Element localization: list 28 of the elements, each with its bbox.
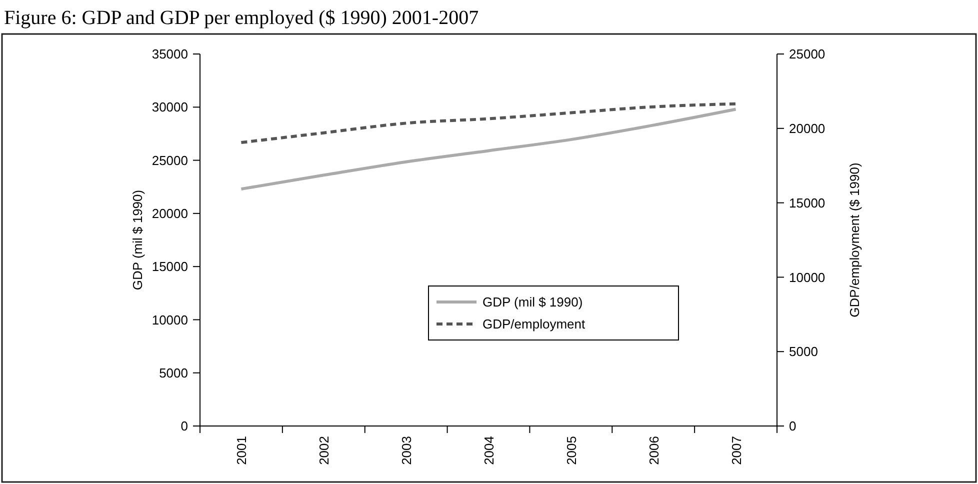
x-tick-label: 2002 <box>316 436 332 465</box>
x-tick-label: 2004 <box>482 436 496 465</box>
y-tick-label: 35000 <box>152 46 188 62</box>
y2-tick-label: 25000 <box>789 46 826 62</box>
y-tick-label: 30000 <box>152 100 188 115</box>
x-tick-label: 2006 <box>646 436 662 465</box>
y2-tick-label: 15000 <box>789 195 826 210</box>
line-series <box>240 108 738 190</box>
y-tick-label: 20000 <box>152 206 188 221</box>
x-tick-label: 2003 <box>399 436 414 465</box>
y2-tick-label: 5000 <box>789 344 818 360</box>
legend-label: GDP (mil $ 1990) <box>482 294 583 310</box>
y2-axis-title: GDP/employment ($ 1990) <box>847 162 862 318</box>
legend-label: GDP/employment <box>482 316 586 332</box>
x-tick-label: 2001 <box>234 436 250 465</box>
y-tick-label: 25000 <box>152 152 188 168</box>
y2-tick-label: 10000 <box>789 270 826 285</box>
x-tick-label: 2005 <box>564 436 579 465</box>
y-axis-title: GDP (mil $ 1990) <box>130 190 145 290</box>
chart-title: Figure 6: GDP and GDP per employed ($ 1990) 2001-2007 <box>4 7 479 29</box>
y-tick-label: 10000 <box>152 312 188 328</box>
y-tick-label: 5000 <box>159 365 188 380</box>
y-tick-label: 0 <box>180 418 188 434</box>
line-series <box>240 102 738 144</box>
y2-tick-label: 0 <box>789 418 796 434</box>
x-tick-label: 2007 <box>728 436 744 465</box>
y2-tick-label: 20000 <box>789 120 826 136</box>
y-tick-label: 15000 <box>152 259 188 274</box>
